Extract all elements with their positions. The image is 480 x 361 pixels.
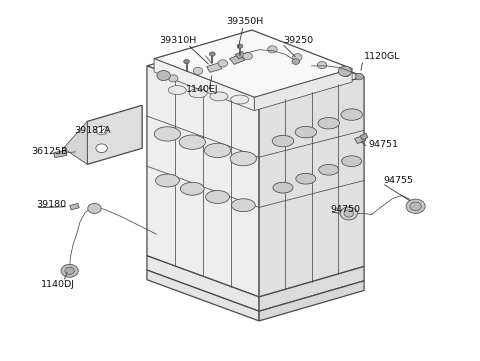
Circle shape [96,144,108,153]
Ellipse shape [319,164,339,175]
Polygon shape [54,151,67,157]
Polygon shape [259,77,364,297]
Text: 94755: 94755 [383,176,413,185]
Ellipse shape [205,191,229,204]
Polygon shape [63,121,87,164]
Text: 36125B: 36125B [31,147,67,156]
Text: 39350H: 39350H [226,17,264,26]
Circle shape [292,59,300,64]
Circle shape [209,52,215,56]
Polygon shape [154,30,352,97]
Ellipse shape [231,95,249,104]
Polygon shape [87,105,142,164]
Text: 39181A: 39181A [74,126,110,135]
Circle shape [157,70,170,81]
Ellipse shape [180,182,204,195]
Text: 39180: 39180 [36,200,66,209]
Ellipse shape [155,127,180,141]
Circle shape [410,202,421,210]
Circle shape [243,53,252,60]
Circle shape [292,54,302,61]
Ellipse shape [189,89,207,98]
Circle shape [168,75,178,82]
Ellipse shape [156,174,180,187]
Circle shape [65,267,74,274]
Circle shape [88,204,101,213]
Ellipse shape [231,199,255,212]
Ellipse shape [210,92,228,101]
Text: 39310H: 39310H [159,36,197,45]
Polygon shape [147,256,259,311]
Circle shape [268,46,277,53]
Ellipse shape [318,117,339,129]
Ellipse shape [204,143,231,157]
Polygon shape [147,35,364,107]
Polygon shape [235,52,246,59]
Circle shape [317,62,327,69]
Text: 1120GL: 1120GL [364,52,401,61]
Polygon shape [259,281,364,321]
Polygon shape [360,133,368,140]
Circle shape [96,126,108,135]
Ellipse shape [179,135,205,149]
Circle shape [338,66,352,76]
Polygon shape [355,135,366,144]
Polygon shape [70,204,79,210]
Ellipse shape [296,173,316,184]
Polygon shape [147,270,259,321]
Polygon shape [259,266,364,311]
Polygon shape [154,59,254,111]
Ellipse shape [295,126,317,138]
Polygon shape [206,63,222,72]
Ellipse shape [342,156,362,166]
Polygon shape [229,55,245,64]
Circle shape [61,264,78,277]
Circle shape [237,44,243,48]
Ellipse shape [272,135,294,147]
Circle shape [193,67,203,74]
Text: 39250: 39250 [283,36,313,45]
Circle shape [406,199,425,213]
Circle shape [355,73,364,80]
Circle shape [340,207,358,220]
Circle shape [341,69,351,77]
Polygon shape [254,69,352,111]
Text: 94751: 94751 [369,140,399,149]
Ellipse shape [341,109,362,120]
Text: 1140DJ: 1140DJ [41,280,75,289]
Circle shape [218,60,228,67]
Ellipse shape [230,152,256,166]
Text: 94750: 94750 [331,205,360,214]
Ellipse shape [273,182,293,193]
Text: 1140EJ: 1140EJ [185,84,218,93]
Polygon shape [147,66,259,297]
Circle shape [184,60,190,64]
Ellipse shape [168,86,186,95]
Circle shape [344,210,354,217]
